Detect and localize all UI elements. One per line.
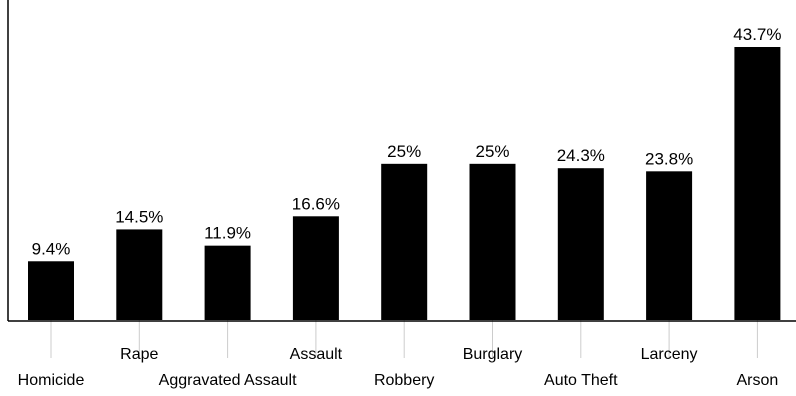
data-label-robbery: 25% xyxy=(387,142,421,161)
tick-label-burglary: Burglary xyxy=(463,346,523,363)
bar-auto-theft xyxy=(557,168,604,320)
data-label-aggravated-assault: 11.9% xyxy=(204,224,251,243)
tick-label-arson: Arson xyxy=(737,372,779,389)
bar-homicide xyxy=(28,261,74,320)
bars xyxy=(28,47,781,320)
tick-label-aggravated-assault: Aggravated Assault xyxy=(159,372,297,389)
data-label-auto-theft: 24.3% xyxy=(557,146,605,165)
x-tick-marks xyxy=(50,320,758,358)
bar-aggravated-assault xyxy=(204,245,251,320)
tick-label-larceny: Larceny xyxy=(641,346,698,363)
tick-label-robbery: Robbery xyxy=(374,372,434,389)
tick-label-rape: Rape xyxy=(120,346,158,363)
tick-label-homicide: Homicide xyxy=(18,372,85,389)
data-label-burglary: 25% xyxy=(475,142,509,161)
data-label-assault: 16.6% xyxy=(292,194,340,213)
tick-label-assault: Assault xyxy=(290,346,343,363)
data-label-homicide: 9.4% xyxy=(32,239,71,258)
bar-rape xyxy=(116,229,163,320)
data-label-arson: 43.7% xyxy=(733,25,781,44)
data-labels: 9.4% 14.5% 11.9% 16.6% 25% 25% 24.3% 23.8% 43.7% xyxy=(32,25,782,258)
bar-arson xyxy=(734,47,781,320)
bar-robbery xyxy=(381,163,428,320)
tick-label-auto-theft: Auto Theft xyxy=(544,372,618,389)
bar-burglary xyxy=(469,163,516,320)
data-label-larceny: 23.8% xyxy=(645,149,693,168)
data-label-rape: 14.5% xyxy=(115,207,163,226)
bar-larceny xyxy=(646,171,693,320)
bar-assault xyxy=(292,216,339,320)
